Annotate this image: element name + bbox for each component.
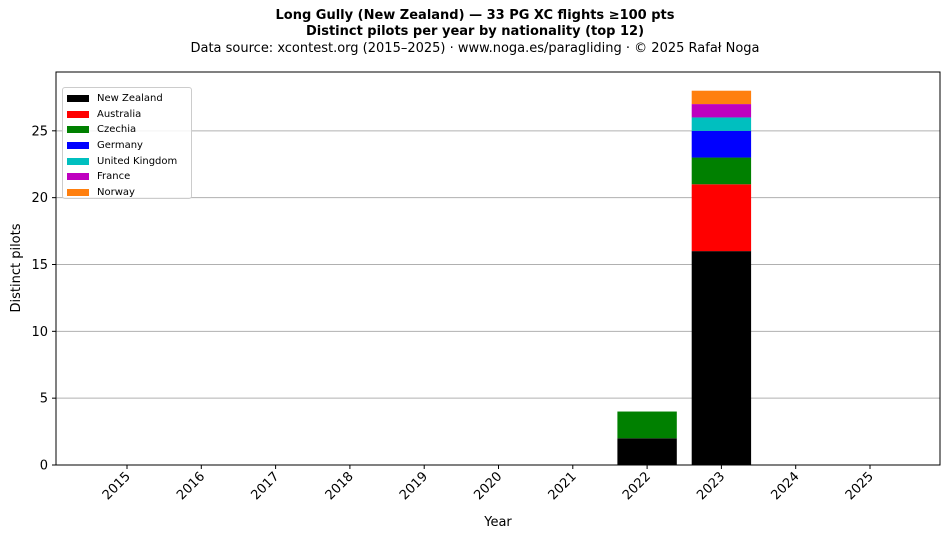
- y-tick-label: 5: [40, 392, 48, 407]
- legend-swatch: [67, 157, 89, 165]
- chart-title: Long Gully (New Zealand) — 33 PG XC flig…: [275, 8, 675, 23]
- y-axis-ticks: 0 5 10 15 20 25: [31, 124, 56, 474]
- legend-label: Australia: [97, 108, 142, 120]
- legend-item: France: [67, 169, 191, 185]
- y-axis-label: Distinct pilots: [9, 223, 24, 312]
- legend-label: United Kingdom: [97, 155, 178, 167]
- x-tick-label: 2025: [843, 469, 877, 503]
- bars-group: [617, 90, 752, 465]
- chart-title-block: Long Gully (New Zealand) — 33 PG XC flig…: [0, 8, 950, 58]
- x-tick-label: 2019: [397, 469, 431, 503]
- legend-swatch: [67, 110, 89, 118]
- legend-label: Norway: [97, 186, 135, 198]
- bar-new-zealand-2022: [617, 438, 677, 465]
- legend-swatch: [67, 126, 89, 134]
- x-tick-label: 2020: [471, 469, 505, 503]
- y-tick-label: 15: [31, 258, 48, 273]
- legend-label: New Zealand: [97, 93, 163, 105]
- legend-swatch: [67, 188, 89, 196]
- x-tick-label: 2022: [620, 469, 654, 503]
- bar-australia-2023: [691, 184, 752, 252]
- bar-france-2023: [691, 104, 752, 118]
- bar-new-zealand-2023: [691, 251, 752, 465]
- chart-subtitle: Distinct pilots per year by nationality …: [305, 24, 645, 39]
- bar-united-kingdom-2023: [691, 117, 752, 131]
- legend-label: Czechia: [97, 124, 137, 136]
- legend-item: United Kingdom: [67, 153, 191, 169]
- x-axis-ticks: 2015 2016 2017 2018 2019 2020 2021 2022 2023 2024…: [100, 465, 877, 503]
- bar-norway-2023: [691, 90, 752, 105]
- x-tick-label: 2023: [694, 469, 728, 503]
- x-tick-label: 2024: [769, 469, 803, 503]
- y-tick-label: 25: [31, 124, 48, 139]
- x-tick-label: 2016: [174, 469, 208, 503]
- bar-czechia-2022: [617, 411, 677, 439]
- x-tick-label: 2017: [248, 469, 282, 503]
- y-tick-label: 0: [40, 459, 48, 474]
- legend-swatch: [67, 173, 89, 181]
- chart-source-note: Data source: xcontest.org (2015–2025) · …: [190, 41, 760, 56]
- y-tick-label: 10: [31, 325, 48, 340]
- bar-czechia-2023: [691, 157, 752, 185]
- gridlines: [56, 130, 940, 399]
- x-tick-label: 2015: [100, 469, 134, 503]
- legend-item: New Zealand: [67, 91, 191, 107]
- legend-item: Germany: [67, 138, 191, 154]
- legend-label: Germany: [97, 140, 143, 152]
- legend-item: Norway: [67, 185, 191, 201]
- y-tick-label: 20: [31, 191, 48, 206]
- x-tick-label: 2021: [546, 469, 580, 503]
- legend-swatch: [67, 142, 89, 150]
- legend-item: Czechia: [67, 122, 191, 138]
- legend: New Zealand Australia Czechia Germany United…: [62, 87, 192, 199]
- x-axis-label: Year: [483, 515, 512, 530]
- bar-germany-2023: [691, 130, 752, 158]
- legend-item: Australia: [67, 107, 191, 123]
- legend-swatch: [67, 95, 89, 103]
- x-tick-label: 2018: [323, 469, 357, 503]
- legend-label: France: [97, 171, 131, 183]
